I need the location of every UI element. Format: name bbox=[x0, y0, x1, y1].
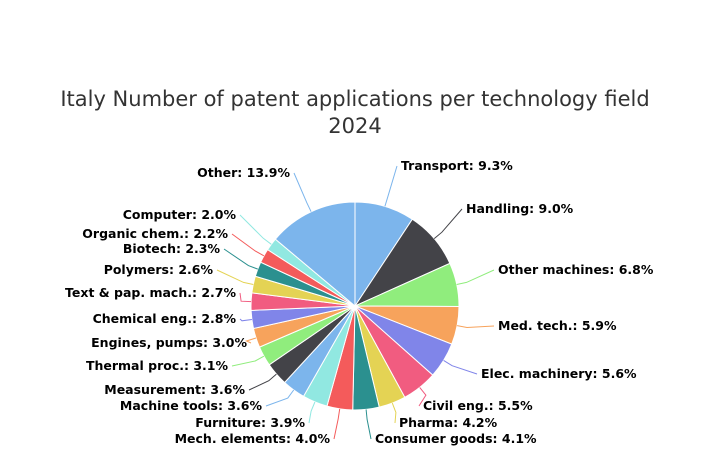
slice-label-other-machines: Other machines: 6.8% bbox=[498, 262, 654, 277]
slice-label-pharma: Pharma: 4.2% bbox=[399, 415, 498, 430]
slice-label-mech-elements: Mech. elements: 4.0% bbox=[175, 431, 331, 446]
slice-label-computer: Computer: 2.0% bbox=[123, 207, 237, 222]
connector-polymers bbox=[216, 269, 254, 285]
slice-label-civil-eng: Civil eng.: 5.5% bbox=[423, 398, 533, 413]
connector-mech-elements bbox=[333, 408, 341, 440]
slice-label-med-tech: Med. tech.: 5.9% bbox=[498, 318, 617, 333]
connector-elec-machinery bbox=[443, 359, 478, 375]
connector-thermal-proc bbox=[231, 355, 265, 367]
slice-label-chemical-eng: Chemical eng.: 2.8% bbox=[93, 311, 237, 326]
slice-label-transport: Transport: 9.3% bbox=[401, 158, 513, 173]
connector-other-machines bbox=[456, 269, 495, 285]
connector-transport bbox=[384, 165, 398, 207]
chart-title: Italy Number of patent applications per … bbox=[60, 87, 650, 111]
slice-label-handling: Handling: 9.0% bbox=[466, 201, 574, 216]
connector-biotech bbox=[223, 248, 258, 270]
label-connectors bbox=[216, 165, 495, 440]
connector-pharma bbox=[391, 402, 397, 424]
connector-med-tech bbox=[457, 325, 495, 329]
connector-other bbox=[293, 172, 312, 212]
connector-measurement bbox=[248, 373, 277, 391]
slice-label-biotech: Biotech: 2.3% bbox=[123, 241, 221, 256]
slice-label-engines-pumps: Engines, pumps: 3.0% bbox=[91, 335, 247, 350]
connector-text-pap-mach bbox=[239, 292, 252, 303]
slice-label-other: Other: 13.9% bbox=[197, 165, 290, 180]
connector-computer bbox=[239, 214, 272, 245]
slice-label-text-pap-mach: Text & pap. mach.: 2.7% bbox=[65, 285, 236, 300]
chart-subtitle: 2024 bbox=[328, 114, 382, 138]
pie-slices bbox=[250, 201, 460, 411]
slice-label-organic-chem: Organic chem.: 2.2% bbox=[82, 226, 228, 241]
connector-handling bbox=[433, 208, 463, 239]
connector-machine-tools bbox=[265, 389, 295, 407]
slice-label-polymers: Polymers: 2.6% bbox=[104, 262, 214, 277]
connector-organic-chem bbox=[231, 233, 265, 257]
slice-labels: Transport: 9.3% Handling: 9.0% Other machi… bbox=[65, 158, 654, 446]
slice-label-elec-machinery: Elec. machinery: 5.6% bbox=[481, 366, 637, 381]
slice-label-consumer-goods: Consumer goods: 4.1% bbox=[375, 431, 537, 446]
slice-label-furniture: Furniture: 3.9% bbox=[195, 415, 305, 430]
pie-slice-other[interactable] bbox=[274, 201, 356, 308]
slice-label-thermal-proc: Thermal proc.: 3.1% bbox=[86, 358, 229, 373]
slice-label-measurement: Measurement: 3.6% bbox=[104, 382, 245, 397]
connector-engines-pumps bbox=[245, 337, 257, 344]
connector-furniture bbox=[308, 401, 316, 424]
connector-consumer-goods bbox=[365, 409, 372, 440]
chart-title-block: Italy Number of patent applications per … bbox=[0, 86, 710, 140]
connector-civil-eng bbox=[418, 387, 427, 407]
slice-label-machine-tools: Machine tools: 3.6% bbox=[120, 398, 263, 413]
connector-chemical-eng bbox=[239, 318, 252, 322]
